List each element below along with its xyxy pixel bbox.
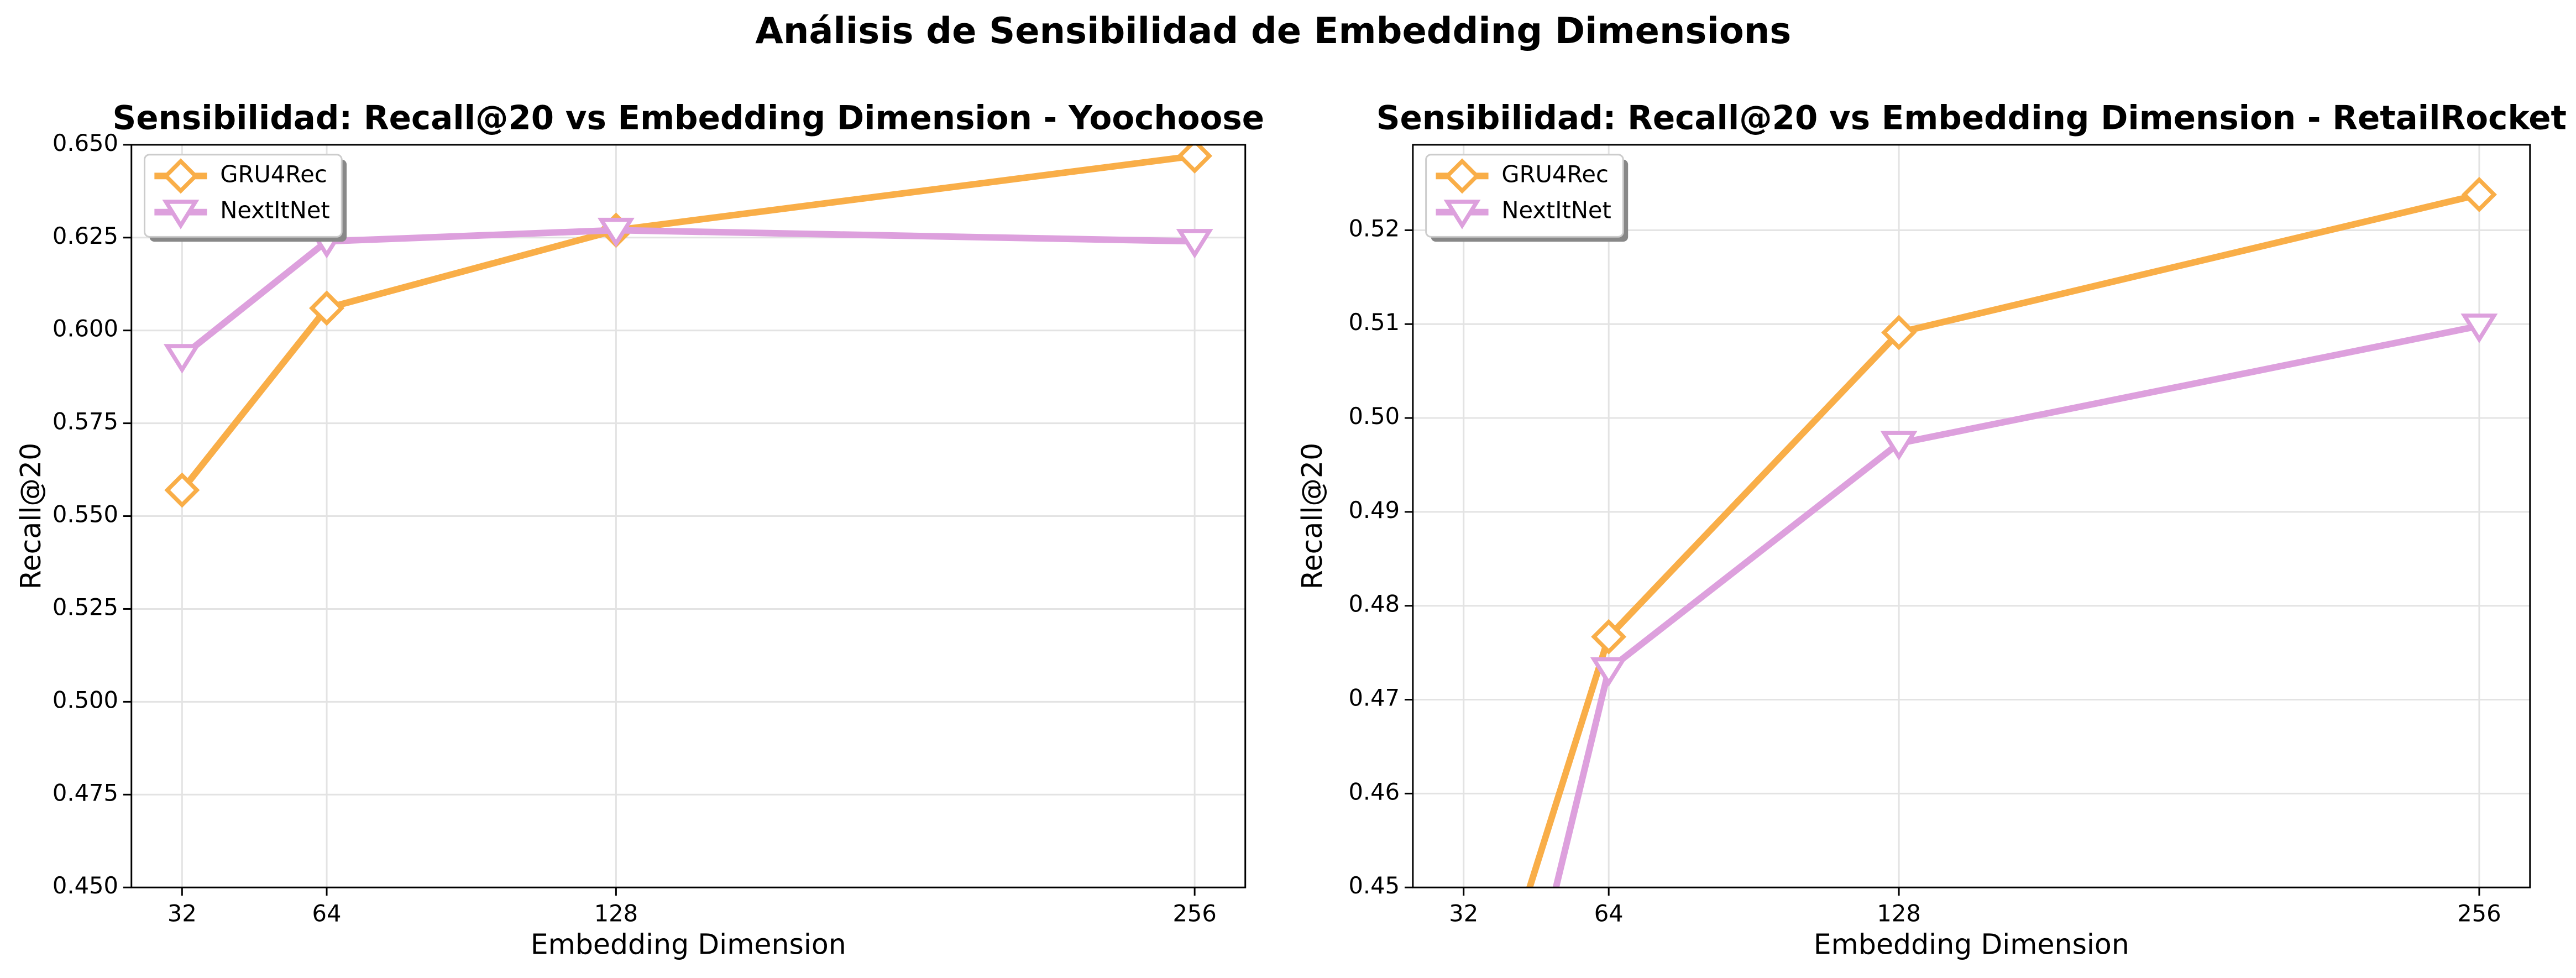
- y-tick-label: 0.52: [1348, 215, 1400, 242]
- x-tick-label: 256: [2457, 900, 2501, 927]
- legend: GRU4Rec NextItNet: [144, 154, 347, 242]
- subplot: Sensibilidad: Recall@20 vs Embedding Dim…: [1296, 99, 2567, 961]
- line: [1552, 322, 2480, 888]
- marker: [2461, 176, 2497, 212]
- y-tick-label: 0.49: [1348, 496, 1400, 524]
- plot-area: [163, 144, 1213, 508]
- x-tick-label: 128: [1877, 900, 1920, 927]
- y-tick-label: 0.46: [1348, 778, 1400, 805]
- y-tick-label: 0.525: [53, 593, 118, 620]
- y-axis-label: Recall@20: [1296, 443, 1328, 590]
- marker: [162, 200, 200, 229]
- legend-label: GRU4Rec: [1501, 160, 1609, 187]
- marker: [1176, 229, 1213, 259]
- marker: [1881, 315, 1917, 351]
- y-tick-label: 0.550: [53, 501, 118, 528]
- axes-frame: [1412, 144, 2531, 888]
- y-tick-label: 0.650: [53, 129, 118, 156]
- marker: [1444, 158, 1480, 194]
- x-tick-label: 128: [594, 900, 638, 927]
- x-tick-label: 256: [1172, 900, 1216, 927]
- figure-title: Análisis de Sensibilidad de Embedding Di…: [755, 10, 1791, 52]
- marker: [163, 344, 201, 374]
- marker: [1590, 657, 1627, 687]
- x-tick-label: 32: [167, 900, 197, 927]
- marker: [164, 472, 200, 508]
- subplot-title: Sensibilidad: Recall@20 vs Embedding Dim…: [1376, 99, 2567, 137]
- y-tick-label: 0.575: [53, 408, 118, 435]
- line: [179, 153, 1195, 493]
- marker: [1880, 431, 1918, 461]
- y-tick-label: 0.51: [1348, 308, 1400, 336]
- y-tick-label: 0.625: [53, 222, 118, 249]
- y-tick-label: 0.475: [53, 779, 118, 806]
- x-tick-label: 64: [1594, 900, 1624, 927]
- line: [180, 227, 1195, 359]
- y-tick-label: 0.45: [1348, 872, 1400, 899]
- line: [1526, 191, 2480, 888]
- y-tick-label: 0.47: [1348, 684, 1400, 712]
- marker: [309, 290, 345, 326]
- y-tick-label: 0.50: [1348, 402, 1400, 430]
- y-tick-label: 0.600: [53, 315, 118, 342]
- subplot-title: Sensibilidad: Recall@20 vs Embedding Dim…: [112, 99, 1264, 137]
- y-tick-label: 0.500: [53, 686, 118, 713]
- legend-label: NextItNet: [1501, 197, 1611, 224]
- y-tick-label: 0.450: [53, 872, 118, 899]
- marker: [597, 217, 635, 248]
- y-tick-label: 0.48: [1348, 590, 1400, 618]
- y-axis-label: Recall@20: [14, 443, 47, 590]
- marker: [1443, 200, 1481, 229]
- axes-frame: [130, 144, 1247, 888]
- x-axis-label: Embedding Dimension: [531, 928, 846, 961]
- marker: [2460, 313, 2498, 343]
- marker: [1591, 619, 1627, 655]
- x-tick-label: 32: [1449, 900, 1478, 927]
- marker: [163, 158, 198, 194]
- legend: GRU4Rec NextItNet: [1425, 154, 1629, 242]
- legend-label: NextItNet: [220, 197, 329, 224]
- marker: [1177, 144, 1213, 174]
- legend-label: GRU4Rec: [220, 160, 327, 187]
- plot-area: [1526, 176, 2498, 888]
- x-tick-label: 64: [312, 900, 342, 927]
- subplot: Sensibilidad: Recall@20 vs Embedding Dim…: [14, 99, 1264, 960]
- x-axis-label: Embedding Dimension: [1814, 928, 2129, 961]
